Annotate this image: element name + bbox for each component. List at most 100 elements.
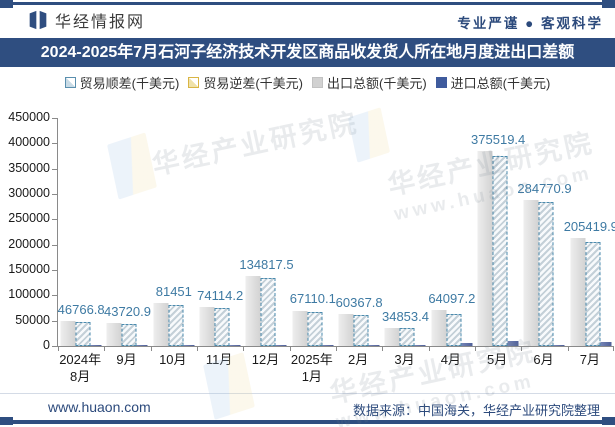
x-tick-label: 3月	[394, 352, 415, 367]
legend-label: 贸易逆差(千美元)	[203, 76, 303, 91]
x-tick-mark	[58, 347, 59, 351]
bar-group: 60367.8	[335, 118, 383, 346]
y-tick-mark	[52, 320, 57, 322]
footer-site-link[interactable]: www.huaon.com	[48, 399, 151, 415]
bar-cluster	[292, 310, 334, 346]
bottom-border-left-square	[0, 417, 13, 425]
bar-trade-surplus	[121, 323, 137, 346]
y-tick-mark	[52, 143, 57, 145]
y-tick-mark	[52, 194, 57, 195]
x-tick-mark	[289, 347, 291, 351]
bar-cluster	[338, 314, 380, 346]
bar-cluster	[431, 310, 473, 346]
y-tick-mark	[52, 346, 57, 347]
legend-item-2[interactable]: 贸易逆差(千美元)	[188, 73, 303, 92]
bar-export-total	[523, 200, 539, 346]
y-tick-mark	[52, 270, 57, 271]
x-tick-label: 5月	[487, 352, 508, 367]
title-bar: 2024-2025年7月石河子经济技术开发区商品收发货人所在地月度进出口差额	[0, 38, 615, 67]
chart-legend: 贸易顺差(千美元) 贸易逆差(千美元) 出口总额(千美元) 进口总额(千美元)	[0, 73, 615, 92]
bar-group: 134817.5	[239, 118, 294, 346]
bar-import-total	[461, 342, 473, 346]
bar-trade-surplus	[399, 328, 415, 346]
bar-group: 74114.2	[197, 118, 243, 346]
legend-item-4[interactable]: 进口总额(千美元)	[435, 73, 550, 92]
y-tick-label: 50000	[15, 312, 50, 327]
y-tick-label: 200000	[8, 236, 50, 251]
footer-divider	[0, 393, 615, 394]
page-title: 2024-2025年7月石河子经济技术开发区商品收发货人所在地月度进出口差额	[40, 44, 575, 61]
top-border-left-square	[0, 0, 13, 8]
y-tick-label: 100000	[8, 287, 50, 302]
brand[interactable]: 华经情报网	[28, 8, 145, 32]
header-slogan: 专业严谨 ● 客观科学	[457, 16, 603, 31]
bar-import-total	[322, 344, 334, 346]
bar-cluster	[570, 237, 612, 346]
x-tick-label: 2025年 1月	[290, 352, 333, 384]
bar-cluster	[523, 200, 565, 346]
bar-cluster	[245, 276, 287, 346]
x-tick-label: 9月	[116, 352, 137, 367]
legend-marker-icon	[435, 77, 447, 88]
bottom-border-line	[0, 420, 615, 424]
y-tick-label: 450000	[8, 110, 50, 124]
bar-trade-surplus	[75, 322, 91, 346]
x-tick-mark	[428, 347, 430, 351]
bar-group: 46766.8	[57, 118, 105, 346]
data-label: 205419.9	[563, 218, 615, 234]
x-tick-label: 11月	[205, 352, 233, 367]
bar-export-total	[153, 303, 169, 346]
y-tick-mark	[52, 219, 57, 221]
x-tick-mark	[104, 347, 106, 351]
bar-export-total	[338, 314, 354, 346]
x-tick-mark	[382, 347, 384, 351]
bar-trade-surplus	[353, 315, 369, 346]
y-tick-label: 250000	[8, 211, 50, 226]
bar-group: 34853.4	[381, 118, 429, 346]
bar-cluster	[384, 327, 426, 346]
bar-group: 64097.2	[428, 118, 476, 346]
bar-import-total	[136, 344, 148, 346]
data-label: 134817.5	[239, 257, 294, 273]
bar-import-total	[600, 341, 612, 346]
bar-group: 375519.4	[471, 118, 525, 346]
bar-cluster	[477, 150, 519, 346]
legend-marker-icon	[64, 77, 76, 88]
bar-group: 67110.1	[290, 118, 336, 346]
x-tick-label: 7月	[579, 352, 600, 367]
data-label: 34853.4	[381, 308, 429, 324]
x-tick-mark	[197, 347, 198, 351]
legend-label: 贸易顺差(千美元)	[79, 76, 180, 91]
y-tick-mark	[52, 118, 57, 119]
y-tick-label: 300000	[8, 186, 50, 200]
data-label: 81451	[155, 284, 192, 300]
bar-cluster	[60, 321, 102, 346]
bar-trade-surplus	[492, 155, 508, 346]
legend-item-1[interactable]: 贸易顺差(千美元)	[64, 73, 180, 92]
bar-import-total	[90, 344, 102, 346]
bar-export-total	[384, 327, 400, 346]
x-tick-label: 2月	[348, 352, 369, 367]
data-label: 60367.8	[335, 295, 383, 311]
bar-export-total	[199, 307, 215, 346]
data-label: 64097.2	[428, 291, 476, 307]
data-label: 43720.9	[103, 303, 151, 319]
bar-group: 43720.9	[103, 118, 151, 346]
data-label: 74114.2	[197, 288, 244, 304]
footer-data-source: 数据来源：中国海关，华经产业研究院整理	[352, 403, 600, 418]
x-tick-mark	[336, 347, 337, 351]
data-label: 46766.8	[57, 302, 105, 318]
legend-marker-icon	[312, 77, 323, 88]
y-tick-label: 350000	[8, 160, 50, 175]
bar-import-total	[229, 344, 241, 346]
bar-import-total	[507, 340, 519, 346]
bottom-border-right-square	[602, 417, 615, 425]
bar-export-total	[477, 150, 493, 346]
legend-item-3[interactable]: 出口总额(千美元)	[312, 73, 427, 92]
x-tick-label: 2024年 8月	[59, 352, 102, 384]
huajing-logo-icon	[28, 10, 48, 30]
top-border-right-square	[602, 0, 615, 8]
bar-export-total	[292, 310, 308, 346]
bar-import-total	[414, 344, 426, 346]
